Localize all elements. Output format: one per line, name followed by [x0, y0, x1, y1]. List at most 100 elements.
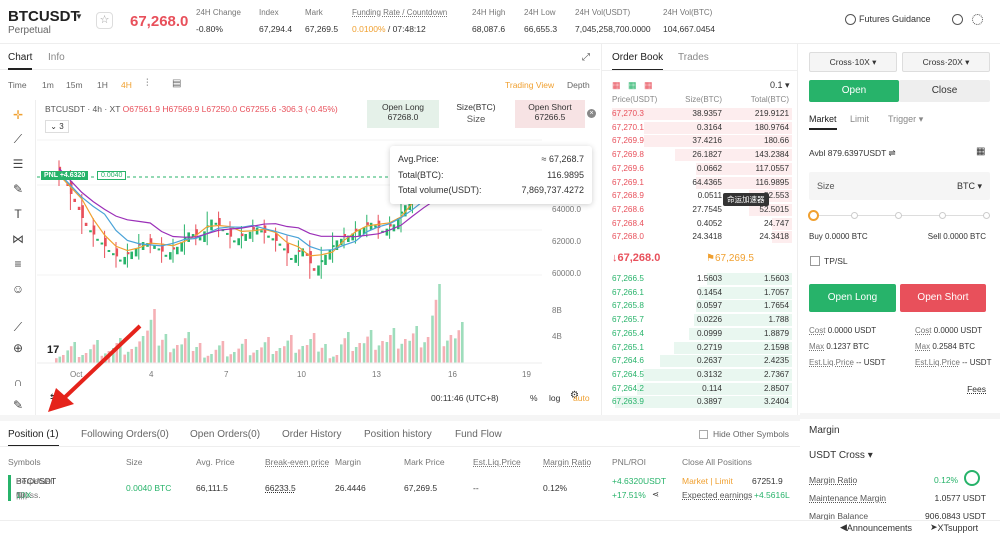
crosshair-icon[interactable]: ✛ — [12, 108, 24, 122]
calculator-icon[interactable]: ▦ — [976, 146, 986, 157]
book-row[interactable]: 67,265.1 0.2719 2.1598 — [612, 341, 792, 355]
fees-link[interactable]: Fees — [967, 384, 986, 394]
fullscreen-icon[interactable]: ⤢ — [582, 52, 590, 63]
book-row[interactable]: 67,269.6 0.0662 117.0557 — [612, 162, 792, 176]
book-row[interactable]: 67,268.6 27.7545 52.5015 — [612, 203, 792, 217]
slider-handle[interactable] — [808, 210, 819, 221]
order-type-limit[interactable]: Limit — [850, 114, 870, 124]
cross-short-select[interactable]: Cross·20X ▾ — [902, 52, 990, 72]
chevron-down-icon[interactable]: ▼ — [75, 12, 83, 21]
trading-view-toggle[interactable]: Trading View — [505, 80, 555, 90]
hide-symbols-checkbox[interactable] — [699, 430, 708, 439]
quick-open-short[interactable]: Open Short 67266.5 — [515, 100, 585, 128]
theme-icon[interactable] — [952, 14, 963, 25]
chart-gear-icon[interactable]: ⚙ — [570, 390, 579, 401]
book-row[interactable]: 67,270.1 0.3164 180.9764 — [612, 121, 792, 135]
close-market-limit[interactable]: Market | Limit — [682, 476, 733, 486]
book-row[interactable]: 67,263.9 0.3897 3.2404 — [612, 395, 792, 409]
close-icon[interactable]: × — [587, 109, 596, 118]
book-row[interactable]: 67,265.7 0.0226 1.788 — [612, 313, 792, 327]
open-long-button[interactable]: Open Long — [809, 284, 896, 312]
stat-funding[interactable]: Funding Rate / Countdown 0.0100% / 07:48:… — [352, 8, 447, 34]
indicators-icon[interactable]: ⫶ — [146, 78, 149, 89]
trendline-icon[interactable]: ⟋ — [13, 132, 23, 146]
favorite-star-icon[interactable]: ☆ — [96, 12, 113, 29]
book-row[interactable]: 67,264.5 0.3132 2.7367 — [612, 368, 792, 382]
open-short-button[interactable]: Open Short — [900, 284, 986, 312]
book-row[interactable]: 67,265.4 0.0999 1.8879 — [612, 327, 792, 341]
forecast-icon[interactable]: ≡ — [14, 257, 22, 271]
size-unit-select[interactable]: BTC ▾ — [956, 181, 982, 191]
magnet-icon[interactable]: ∩ — [13, 375, 23, 389]
slider-dot[interactable] — [895, 212, 902, 219]
close-all-positions-button[interactable]: Close All Positions — [682, 457, 752, 467]
tab-order-book[interactable]: Order Book — [612, 52, 664, 71]
tab-trades[interactable]: Trades — [678, 52, 709, 63]
tab-position-history[interactable]: Position history — [364, 429, 432, 440]
book-row[interactable]: 67,270.3 38.9357 219.9121 — [612, 107, 792, 121]
cross-long-select[interactable]: Cross·10X ▾ — [809, 52, 897, 72]
tab-fund-flow[interactable]: Fund Flow — [455, 429, 502, 440]
tab-info[interactable]: Info — [48, 52, 65, 63]
interval-1m[interactable]: 1m — [42, 80, 54, 90]
share-icon[interactable]: ⋖ — [652, 489, 660, 499]
ruler-icon[interactable]: ⟋ — [13, 320, 23, 334]
precision-select[interactable]: 0.1 ▾ — [770, 80, 790, 90]
slider-dot[interactable] — [983, 212, 990, 219]
symbol-title[interactable]: BTCUSDT — [8, 8, 80, 25]
quick-size-field[interactable]: Size(BTC) Size — [441, 100, 511, 128]
interval-4h[interactable]: 4H — [121, 80, 132, 90]
settings-gear-icon[interactable] — [972, 14, 983, 25]
slider-dot[interactable] — [939, 212, 946, 219]
book-row[interactable]: 67,266.1 0.1454 1.7057 — [612, 286, 792, 300]
book-row[interactable]: 67,264.2 0.114 2.8507 — [612, 382, 792, 396]
tab-open-orders[interactable]: Open Orders(0) — [190, 429, 261, 440]
tab-position[interactable]: Position (1) — [8, 429, 59, 447]
chart-settings-icon[interactable]: ▤ — [172, 78, 182, 89]
log-toggle[interactable]: log — [549, 393, 561, 403]
lock-draw-icon[interactable]: ✎ — [12, 398, 24, 412]
book-row[interactable]: 67,266.5 1.5603 1.5603 — [612, 272, 792, 286]
pnl-line-tag[interactable]: PNL +4.6320 — [41, 171, 89, 180]
book-view-bids-icon[interactable]: ▦ — [628, 80, 637, 90]
brush-icon[interactable]: ✎ — [12, 182, 24, 196]
interval-15m[interactable]: 15m — [66, 80, 83, 90]
tab-order-history[interactable]: Order History — [282, 429, 342, 440]
price-chart[interactable]: BTCUSDT · 4h · XT O67561.9 H67569.9 L672… — [37, 100, 600, 415]
book-row[interactable]: 67,269.9 37.4216 180.66 — [612, 134, 792, 148]
margin-mode-select[interactable]: USDT Cross ▾ — [809, 450, 873, 461]
emoji-icon[interactable]: ☺ — [11, 282, 25, 296]
edit-icon[interactable]: ✎ — [16, 490, 24, 500]
book-row[interactable]: 67,265.8 0.0597 1.7654 — [612, 299, 792, 313]
book-row[interactable]: 67,269.1 64.4365 116.9895 — [612, 176, 792, 190]
zoom-icon[interactable]: ⊕ — [12, 341, 24, 355]
horizontal-lines-icon[interactable]: ☰ — [12, 157, 24, 171]
tab-following-orders[interactable]: Following Orders(0) — [81, 429, 169, 440]
tab-chart[interactable]: Chart — [8, 52, 33, 70]
open-tab[interactable]: Open — [809, 80, 899, 102]
book-view-both-icon[interactable]: ▦ — [612, 80, 621, 90]
futures-guidance-link[interactable]: Futures Guidance — [845, 14, 931, 26]
pattern-icon[interactable]: ⋈ — [12, 232, 24, 246]
support-link[interactable]: ➤ XTsupport — [930, 522, 979, 533]
book-row[interactable]: 67,268.0 24.3418 24.3418 — [612, 230, 792, 244]
order-type-market[interactable]: Market — [809, 114, 837, 130]
date-range-icon[interactable]: ⇆ — [50, 392, 59, 403]
tpsl-checkbox[interactable] — [810, 256, 820, 266]
indicator-count-toggle[interactable]: ⌄ 3 — [45, 120, 69, 133]
auto-toggle[interactable]: auto — [573, 393, 590, 403]
book-row[interactable]: 67,269.8 26.1827 143.2384 — [612, 148, 792, 162]
close-price-input[interactable]: 67251.9 — [752, 476, 783, 486]
close-tab[interactable]: Close — [899, 80, 990, 102]
text-icon[interactable]: T — [14, 207, 22, 221]
size-input[interactable]: Size BTC ▾ — [809, 172, 990, 200]
announcements-link[interactable]: ◀ Announcements — [840, 522, 912, 533]
book-row[interactable]: 67,264.6 0.2637 2.4235 — [612, 354, 792, 368]
slider-dot[interactable] — [851, 212, 858, 219]
depth-toggle[interactable]: Depth — [567, 80, 590, 90]
quick-open-long[interactable]: Open Long 67268.0 — [367, 100, 439, 128]
interval-1h[interactable]: 1H — [97, 80, 108, 90]
order-type-trigger[interactable]: Trigger ▾ — [888, 114, 924, 124]
book-row[interactable]: 67,268.4 0.4052 24.747 — [612, 217, 792, 231]
percent-toggle[interactable]: % — [530, 393, 538, 403]
